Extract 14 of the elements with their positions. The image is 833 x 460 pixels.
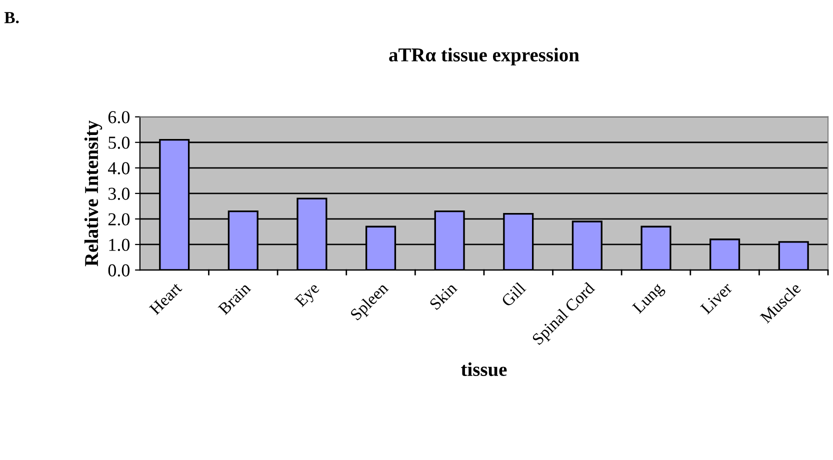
y-tick-label: 0.0 <box>108 264 130 277</box>
x-tick-label: Gill <box>500 281 526 308</box>
text: B. <box>4 12 19 24</box>
y-tick-label: 4.0 <box>108 162 130 174</box>
y-tick-label: 6.0 <box>108 111 130 124</box>
y-tick-label: 1.0 <box>109 238 130 252</box>
y-tick-label: 3.0 <box>108 188 130 200</box>
x-axis-title: tissue <box>461 362 507 376</box>
y-tick-label: 2.0 <box>108 213 130 226</box>
x-tick-label: Skin <box>428 281 458 310</box>
chart-title: aTRα tissue expression <box>389 48 580 66</box>
y-tick-label: 5.0 <box>108 136 130 149</box>
y-axis-title: Relative Intensity <box>84 120 102 266</box>
x-tick-label: Eye <box>294 282 322 310</box>
